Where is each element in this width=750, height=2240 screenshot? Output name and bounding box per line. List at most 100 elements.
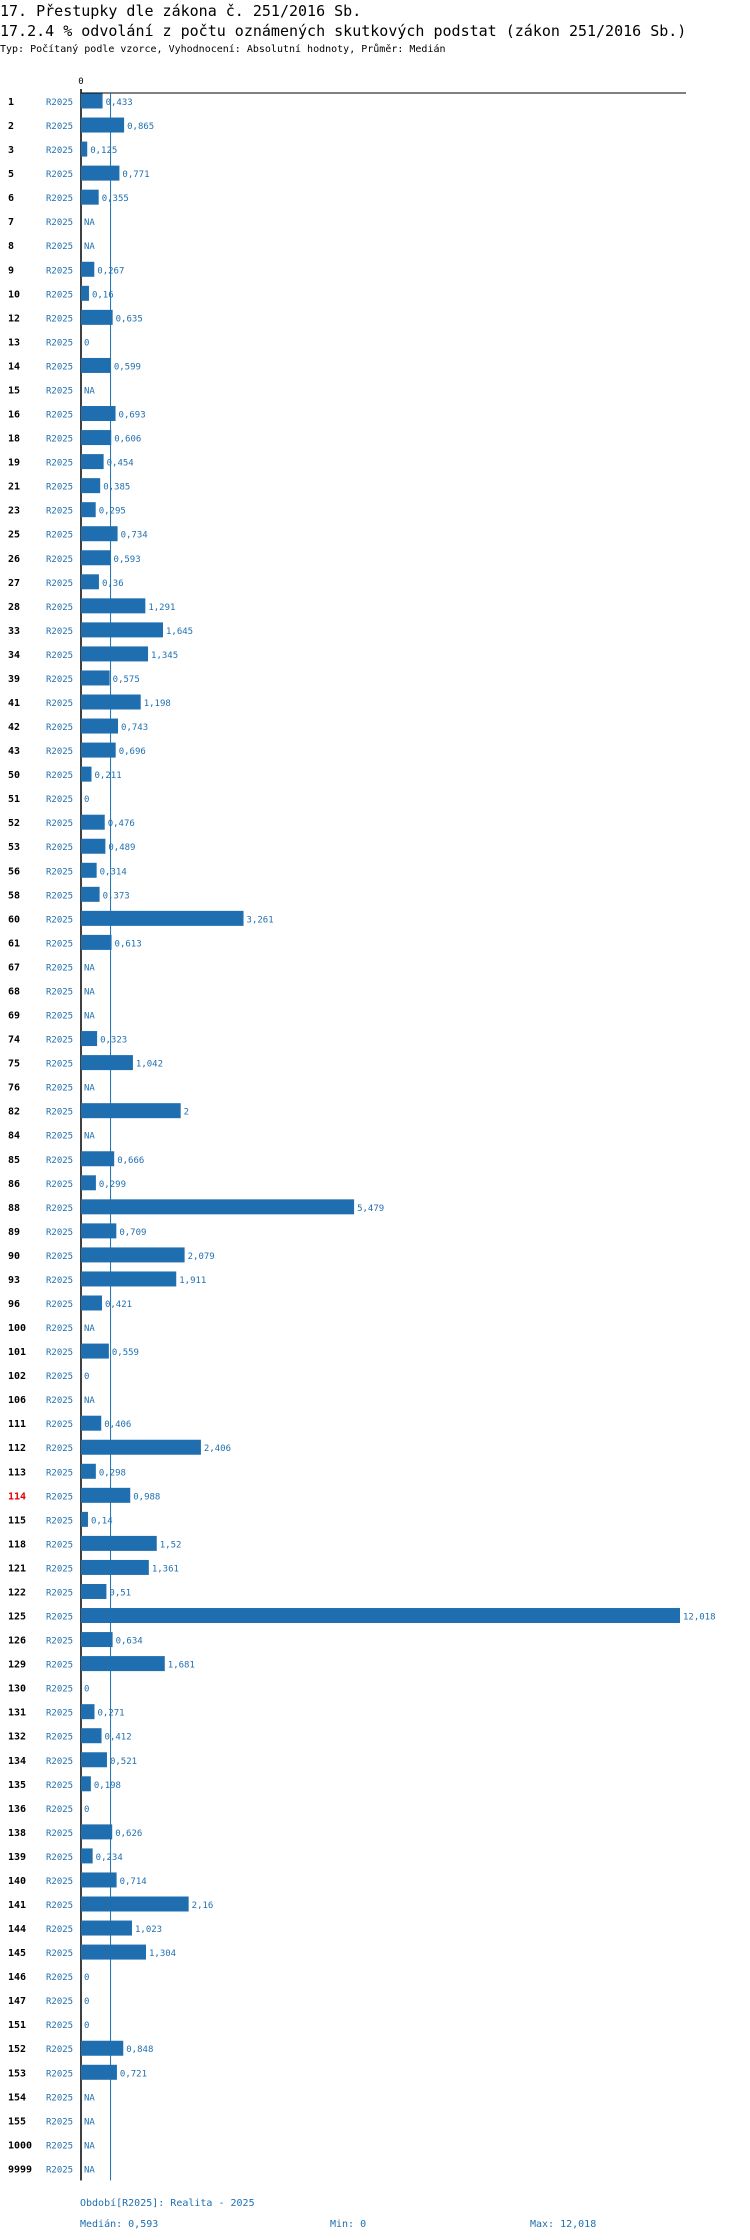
- category-label: 140: [8, 1876, 26, 1887]
- series-label: R2025: [46, 122, 73, 132]
- category-label: 86: [8, 1179, 20, 1190]
- data-label: 0,489: [108, 843, 135, 853]
- series-label: R2025: [46, 1300, 73, 1310]
- bar: [81, 814, 105, 830]
- bar: [81, 1824, 113, 1840]
- data-label: NA: [84, 1132, 95, 1142]
- category-label: 154: [8, 2092, 26, 2103]
- category-label: 52: [8, 818, 20, 829]
- data-label: 1,345: [151, 651, 178, 661]
- series-label: R2025: [46, 1733, 73, 1743]
- category-label: 118: [8, 1539, 26, 1550]
- bar: [81, 117, 125, 133]
- data-label: 0,16: [92, 290, 114, 300]
- chart-subtitle: Typ: Počítaný podle vzorce, Vyhodnocení:…: [0, 44, 446, 55]
- data-label: NA: [84, 963, 95, 973]
- bar: [81, 1511, 88, 1527]
- bar: [81, 910, 244, 926]
- data-label: 0: [84, 1805, 89, 1815]
- category-label: 50: [8, 770, 20, 781]
- bar: [81, 261, 95, 277]
- data-label: 0,211: [95, 771, 122, 781]
- bar: [81, 838, 106, 854]
- category-label: 145: [8, 1948, 26, 1959]
- data-label: 1,198: [144, 699, 171, 709]
- category-label: 136: [8, 1804, 26, 1815]
- series-label: R2025: [46, 98, 73, 108]
- data-label: 0,635: [116, 314, 143, 324]
- bar: [81, 1872, 117, 1888]
- data-label: 0,198: [94, 1781, 121, 1791]
- data-label: 0,709: [119, 1228, 146, 1238]
- category-label: 1000: [8, 2140, 32, 2151]
- category-label: 135: [8, 1780, 26, 1791]
- bar: [81, 1656, 165, 1672]
- series-label: R2025: [46, 1805, 73, 1815]
- category-label: 51: [8, 794, 20, 805]
- data-label: 0,626: [115, 1829, 142, 1839]
- data-label: 0,666: [117, 1156, 144, 1166]
- category-label: 102: [8, 1371, 26, 1382]
- bar: [81, 670, 110, 686]
- category-label: 10: [8, 289, 20, 300]
- bar: [81, 1848, 93, 1864]
- data-label: 2,16: [192, 1901, 214, 1911]
- category-label: 90: [8, 1251, 20, 1262]
- footer-median: Medián: 0,593: [80, 2219, 159, 2230]
- series-label: R2025: [46, 555, 73, 565]
- data-label: 0,865: [127, 122, 154, 132]
- data-label: 0,988: [133, 1492, 160, 1502]
- bar: [81, 1487, 131, 1503]
- series-label: R2025: [46, 843, 73, 853]
- series-label: R2025: [46, 1949, 73, 1959]
- data-label: 1,361: [152, 1564, 179, 1574]
- bar: [81, 1199, 355, 1215]
- data-label: 0: [84, 1685, 89, 1695]
- bar: [81, 1535, 157, 1551]
- data-label: 0,634: [116, 1637, 143, 1647]
- bar: [81, 622, 163, 638]
- data-label: 0,476: [108, 819, 135, 829]
- category-label: 58: [8, 890, 20, 901]
- data-label: 1,681: [168, 1661, 195, 1671]
- data-label: 0,125: [90, 146, 117, 156]
- bar: [81, 2064, 117, 2080]
- series-label: R2025: [46, 699, 73, 709]
- category-label: 67: [8, 962, 20, 973]
- series-label: R2025: [46, 795, 73, 805]
- bar: [81, 1944, 146, 1960]
- series-label: R2025: [46, 1156, 73, 1166]
- data-label: 0,299: [99, 1180, 126, 1190]
- category-label: 60: [8, 914, 20, 925]
- series-label: R2025: [46, 1324, 73, 1334]
- data-label: NA: [84, 987, 95, 997]
- category-label: 89: [8, 1227, 20, 1238]
- series-label: R2025: [46, 723, 73, 733]
- data-label: NA: [84, 2165, 95, 2175]
- category-label: 33: [8, 626, 20, 637]
- series-label: R2025: [46, 1709, 73, 1719]
- series-label: R2025: [46, 915, 73, 925]
- category-label: 27: [8, 578, 20, 589]
- data-label: 0,421: [105, 1300, 132, 1310]
- bar: [81, 2040, 124, 2056]
- series-label: R2025: [46, 1468, 73, 1478]
- series-label: R2025: [46, 531, 73, 541]
- bar: [81, 1896, 189, 1912]
- data-label: 0,521: [110, 1757, 137, 1767]
- series-label: R2025: [46, 2045, 73, 2055]
- series-label: R2025: [46, 1613, 73, 1623]
- data-label: 1,042: [136, 1060, 163, 1070]
- series-label: R2025: [46, 1252, 73, 1262]
- data-label: NA: [84, 1084, 95, 1094]
- bar: [81, 1175, 96, 1191]
- data-label: 0,599: [114, 362, 141, 372]
- category-label: 23: [8, 506, 20, 517]
- category-label: 76: [8, 1083, 20, 1094]
- category-label: 74: [8, 1035, 20, 1046]
- series-label: R2025: [46, 939, 73, 949]
- category-label: 151: [8, 2020, 26, 2031]
- category-label: 69: [8, 1011, 20, 1022]
- category-label: 121: [8, 1563, 26, 1574]
- bar: [81, 1559, 149, 1575]
